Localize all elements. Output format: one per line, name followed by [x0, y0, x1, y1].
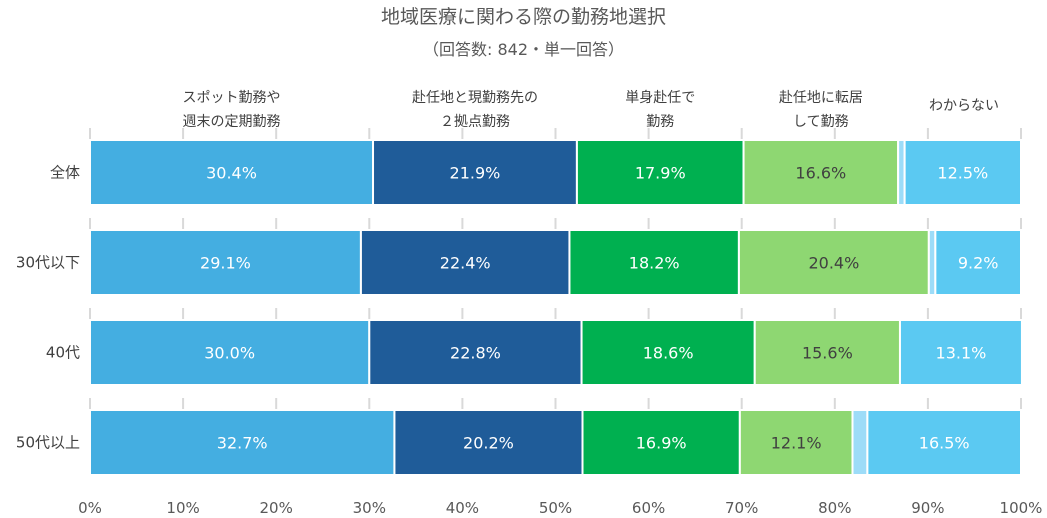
legend-label: 勤務 — [646, 114, 674, 130]
bar-segment — [89, 139, 375, 206]
bar-segment — [359, 229, 571, 296]
x-tick-label: 90% — [911, 499, 944, 517]
category-label: 30代以下 — [16, 254, 80, 272]
data-label: 9.2% — [958, 254, 999, 273]
bar-segment — [851, 409, 869, 476]
bar-segment — [742, 139, 900, 206]
bar-segment — [89, 229, 362, 296]
category-label: 50代以上 — [16, 434, 80, 452]
data-label: 29.1% — [200, 254, 251, 273]
legend-label: して勤務 — [793, 114, 849, 130]
data-label: 17.9% — [635, 164, 686, 183]
x-tick-label: 40% — [446, 499, 479, 517]
data-label: 22.4% — [440, 254, 491, 273]
x-tick-label: 100% — [1000, 499, 1043, 517]
x-tick-label: 60% — [632, 499, 665, 517]
data-label: 32.7% — [217, 434, 268, 453]
data-label: 16.5% — [919, 434, 970, 453]
data-label: 20.2% — [463, 434, 514, 453]
legend-label: スポット勤務や — [183, 90, 281, 106]
data-label: 12.5% — [937, 164, 988, 183]
x-tick-label: 0% — [78, 499, 102, 517]
legend-label: 単身赴任で — [625, 90, 695, 106]
bar-segment — [903, 139, 1022, 206]
data-label: 20.4% — [808, 254, 859, 273]
bar-segment — [89, 409, 396, 476]
x-tick-label: 70% — [725, 499, 758, 517]
bar-segment — [89, 319, 371, 386]
bar-segment — [934, 229, 1023, 296]
data-label: 16.6% — [795, 164, 846, 183]
bar-segment — [866, 409, 1023, 476]
chart-subtitle: （回答数: 842・単一回答） — [422, 40, 625, 59]
legend-label: わからない — [929, 98, 999, 114]
x-tick-label: 20% — [260, 499, 293, 517]
bar-segment — [575, 139, 745, 206]
data-label: 30.0% — [204, 344, 255, 363]
chart-title: 地域医療に関わる際の勤務地選択 — [380, 6, 666, 28]
x-tick-label: 50% — [539, 499, 572, 517]
category-label: 40代 — [46, 344, 80, 362]
category-label: 全体 — [50, 164, 80, 182]
legend-label: 赴任地に転居 — [779, 90, 863, 106]
bar-segment — [898, 319, 1023, 386]
x-tick-label: 80% — [818, 499, 851, 517]
data-label: 12.1% — [771, 434, 822, 453]
bar-segment — [568, 229, 740, 296]
data-label: 15.6% — [802, 344, 853, 363]
legend-label: 週末の定期勤務 — [183, 114, 281, 130]
bar-segment — [372, 139, 578, 206]
data-label: 13.1% — [936, 344, 987, 363]
data-label: 30.4% — [206, 164, 257, 183]
x-tick-label: 30% — [353, 499, 386, 517]
bar-segment — [580, 319, 756, 386]
bar-segment — [368, 319, 583, 386]
data-label: 18.6% — [643, 344, 694, 363]
data-label: 16.9% — [636, 434, 687, 453]
x-tick-label: 10% — [166, 499, 199, 517]
legend-label: ２拠点勤務 — [440, 114, 510, 130]
legend-label: 赴任地と現勤務先の — [412, 90, 538, 106]
bar-segment — [393, 409, 584, 476]
data-label: 22.8% — [450, 344, 501, 363]
data-label: 18.2% — [629, 254, 680, 273]
data-label: 21.9% — [450, 164, 501, 183]
